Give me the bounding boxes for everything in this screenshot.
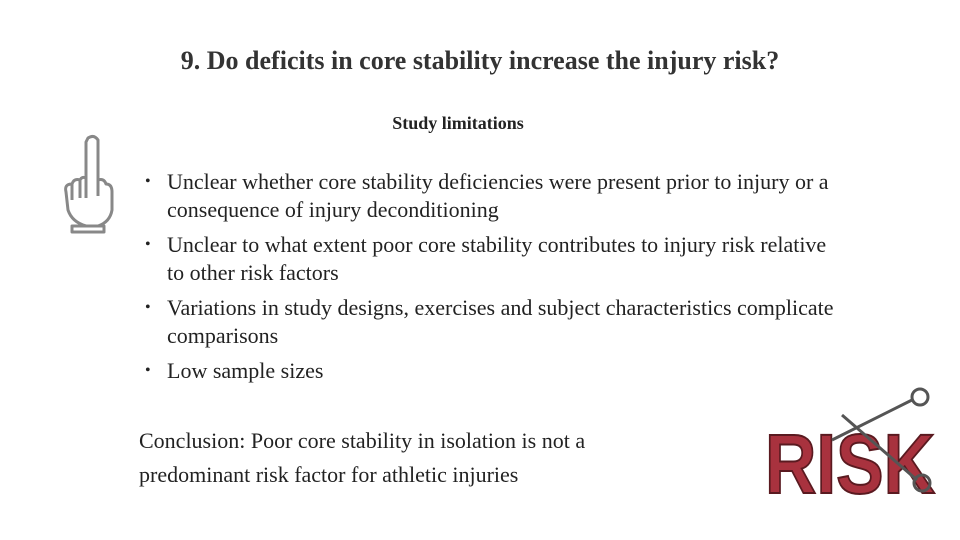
pointing-hand-icon — [64, 134, 114, 234]
bullet-item: Unclear to what extent poor core stabili… — [145, 231, 845, 287]
slide-subtitle: Study limitations — [392, 113, 524, 133]
bullet-item: Variations in study designs, exercises a… — [145, 294, 845, 350]
risk-graphic: RISK — [764, 387, 936, 510]
bullet-item: Unclear whether core stability deficienc… — [145, 168, 845, 224]
slide-title: 9. Do deficits in core stability increas… — [180, 46, 780, 75]
conclusion: Conclusion: Poor core stability in isola… — [139, 428, 586, 487]
bullet-item: Low sample sizes — [145, 357, 845, 385]
bullet-list: Unclear whether core stability deficienc… — [145, 168, 845, 392]
